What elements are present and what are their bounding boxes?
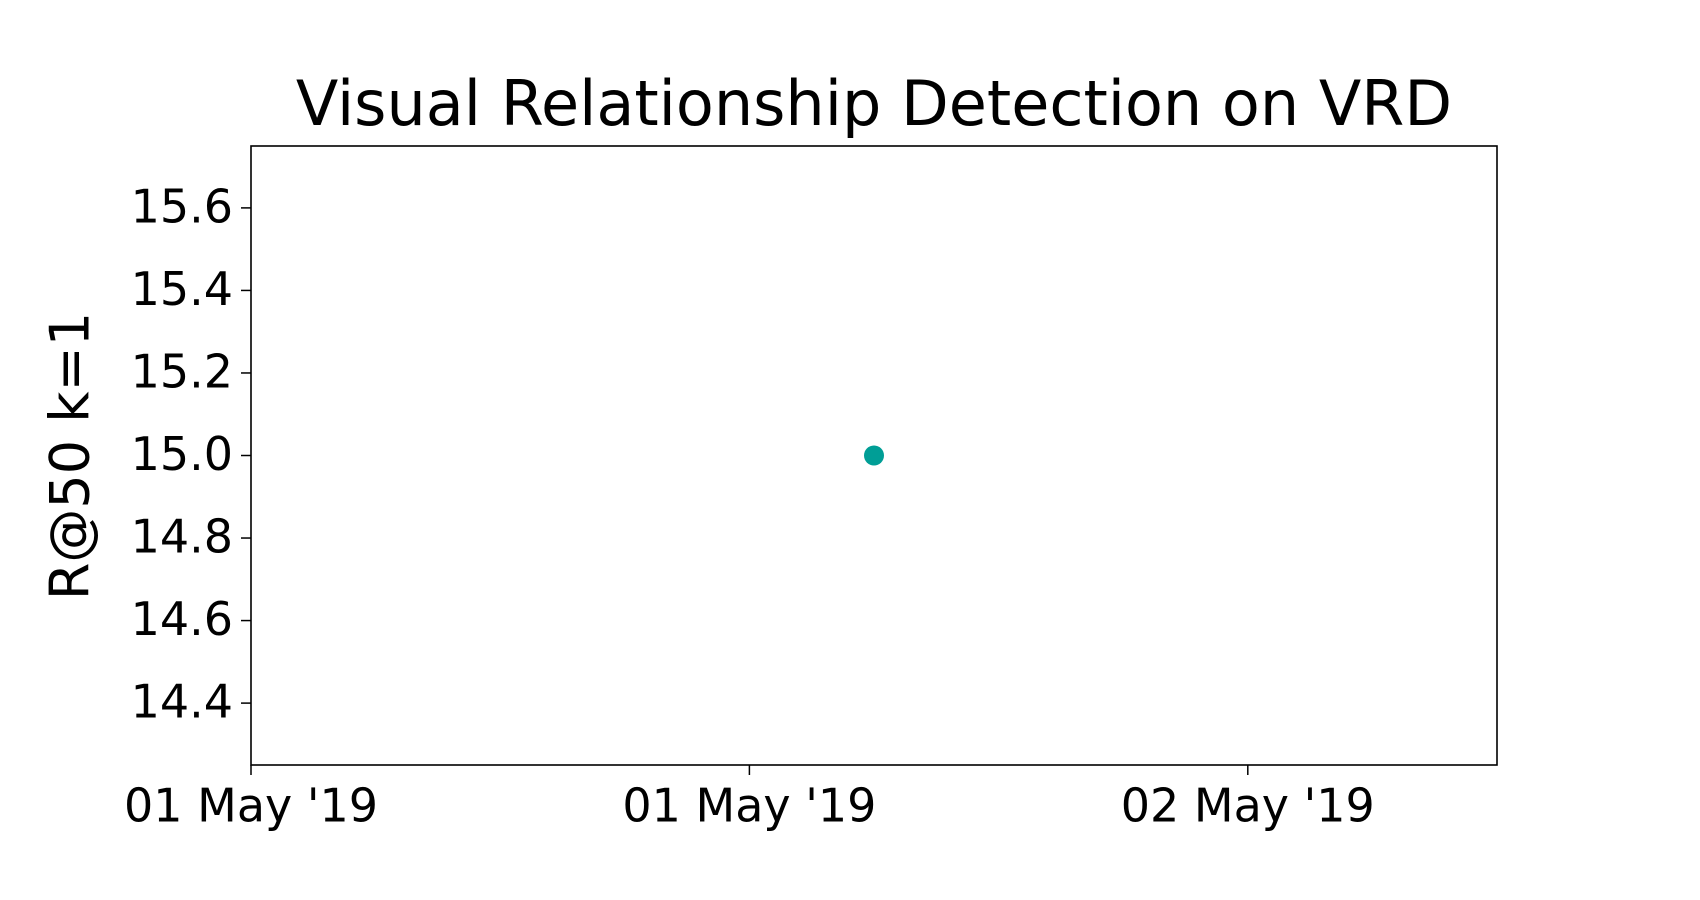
y-tick-label: 15.6 [131,179,233,233]
y-tick-label: 14.4 [131,675,233,729]
x-tick-label: 01 May '19 [124,779,378,833]
x-tick-label: 02 May '19 [1121,779,1375,833]
y-tick-label: 15.0 [131,427,233,481]
x-tick-label: 01 May '19 [622,779,876,833]
y-axis-label: R@50 k=1 [39,312,102,600]
y-tick-label: 14.6 [131,592,233,646]
chart-title: Visual Relationship Detection on VRD [296,67,1452,140]
point [864,445,884,466]
y-tick-label: 14.8 [131,510,233,564]
y-tick-label: 15.2 [131,344,233,398]
y-tick-label: 15.4 [131,262,233,316]
